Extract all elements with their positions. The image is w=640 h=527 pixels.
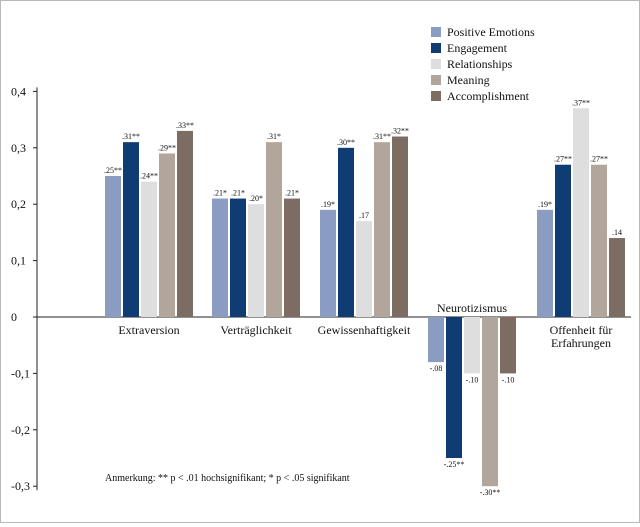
data-label: -.25** — [444, 460, 465, 469]
bar-positive-emotions-gewissenhaftigkeit — [320, 209, 336, 317]
bar-engagement-neurotizismus — [446, 317, 462, 458]
category-label-neurotizismus: Neurotizismus — [437, 301, 507, 315]
bar-engagement-vertraeglichkeit — [230, 198, 246, 317]
category-label-gewissenhaftigkeit: Gewissenhaftigkeit — [318, 323, 411, 337]
data-label: .21* — [231, 189, 245, 198]
y-tick-label: 0,4 — [11, 84, 26, 98]
data-label: -.10 — [466, 375, 479, 384]
category-label-vertraeglichkeit: Verträglichkeit — [220, 323, 292, 337]
category-label-line: Neurotizismus — [437, 301, 507, 315]
y-tick-label: 0 — [11, 310, 17, 324]
data-label: .27** — [554, 155, 572, 164]
data-label: -.08 — [430, 364, 443, 373]
data-label: .31** — [373, 132, 391, 141]
data-label: .31** — [122, 132, 140, 141]
y-tick-label: 0,3 — [11, 141, 26, 155]
data-label: .14 — [612, 228, 622, 237]
data-label: .30** — [337, 138, 355, 147]
legend-label: Relationships — [447, 57, 513, 71]
data-label: .19* — [321, 200, 335, 209]
bar-engagement-extraversion — [123, 142, 139, 317]
bar-positive-emotions-vertraeglichkeit — [212, 198, 228, 317]
y-tick-label: 0,2 — [11, 197, 26, 211]
data-label: .37** — [572, 98, 590, 107]
legend-swatch — [431, 27, 441, 37]
bar-meaning-neurotizismus — [482, 317, 498, 487]
bar-positive-emotions-offenheit-fuer-erfahrungen — [537, 209, 553, 317]
chart-annotation: Anmerkung: ** p < .01 hochsignifikant; *… — [105, 473, 350, 484]
bar-engagement-offenheit-fuer-erfahrungen — [555, 164, 571, 317]
category-label-line: Gewissenhaftigkeit — [318, 323, 411, 337]
bar-accomplishment-offenheit-fuer-erfahrungen — [609, 238, 625, 317]
bar-accomplishment-extraversion — [177, 130, 193, 317]
data-label: .29** — [158, 143, 176, 152]
legend-label: Meaning — [447, 73, 490, 87]
legend-entry-meaning: Meaning — [431, 73, 490, 87]
legend-label: Positive Emotions — [447, 25, 535, 39]
bar-relationships-neurotizismus — [464, 317, 480, 374]
data-label: .20* — [249, 194, 263, 203]
data-label: .19* — [538, 200, 552, 209]
legend-entry-relationships: Relationships — [431, 57, 513, 71]
bar-relationships-gewissenhaftigkeit — [356, 221, 372, 317]
legend-label: Engagement — [447, 41, 508, 55]
y-tick-label: -0,3 — [11, 479, 30, 493]
legend-swatch — [431, 75, 441, 85]
bar-positive-emotions-neurotizismus — [428, 317, 444, 363]
bar-accomplishment-gewissenhaftigkeit — [392, 136, 408, 317]
bar-relationships-vertraeglichkeit — [248, 204, 264, 317]
legend-entry-accomplishment: Accomplishment — [431, 89, 530, 103]
data-label: .33** — [176, 121, 194, 130]
bar-meaning-offenheit-fuer-erfahrungen — [591, 164, 607, 317]
bar-meaning-extraversion — [159, 153, 175, 317]
data-label: .32** — [391, 127, 409, 136]
data-label: -.30** — [480, 488, 501, 497]
bar-relationships-extraversion — [141, 181, 157, 317]
bar-relationships-offenheit-fuer-erfahrungen — [573, 108, 589, 317]
legend-swatch — [431, 43, 441, 53]
data-label: .25** — [104, 166, 122, 175]
category-label-line: Verträglichkeit — [220, 323, 292, 337]
legend-swatch — [431, 91, 441, 101]
data-label: -.10 — [502, 375, 515, 384]
data-label: .17 — [359, 211, 369, 220]
bar-meaning-gewissenhaftigkeit — [374, 142, 390, 317]
data-label: .24** — [140, 172, 158, 181]
category-label-line: Extraversion — [118, 323, 179, 337]
bar-positive-emotions-extraversion — [105, 176, 121, 317]
data-label: .21* — [285, 189, 299, 198]
y-tick-label: -0,1 — [11, 366, 30, 380]
data-label: .27** — [590, 155, 608, 164]
category-label-line: Erfahrungen — [551, 336, 611, 350]
y-tick-label: 0,1 — [11, 254, 26, 268]
data-label: .31* — [267, 132, 281, 141]
legend-entry-positive-emotions: Positive Emotions — [431, 25, 535, 39]
bar-meaning-vertraeglichkeit — [266, 142, 282, 317]
legend-swatch — [431, 59, 441, 69]
y-tick-label: -0,2 — [11, 423, 30, 437]
data-label: .21* — [213, 189, 227, 198]
category-label-extraversion: Extraversion — [118, 323, 179, 337]
bar-accomplishment-neurotizismus — [500, 317, 516, 374]
legend-entry-engagement: Engagement — [431, 41, 508, 55]
bar-accomplishment-vertraeglichkeit — [284, 198, 300, 317]
bar-engagement-gewissenhaftigkeit — [338, 147, 354, 317]
legend-label: Accomplishment — [447, 89, 530, 103]
category-label-line: Offenheit für — [550, 323, 613, 337]
